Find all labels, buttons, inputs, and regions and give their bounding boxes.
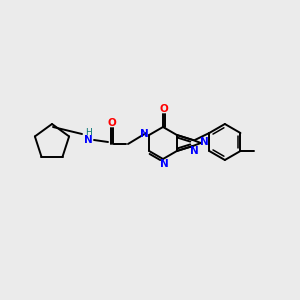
Text: N: N xyxy=(160,159,168,169)
Text: N: N xyxy=(200,137,209,147)
Text: N: N xyxy=(140,129,148,139)
Text: N: N xyxy=(84,135,92,145)
Text: O: O xyxy=(108,118,116,128)
Text: O: O xyxy=(160,104,168,114)
Text: H: H xyxy=(85,128,92,137)
Text: N: N xyxy=(190,146,199,156)
